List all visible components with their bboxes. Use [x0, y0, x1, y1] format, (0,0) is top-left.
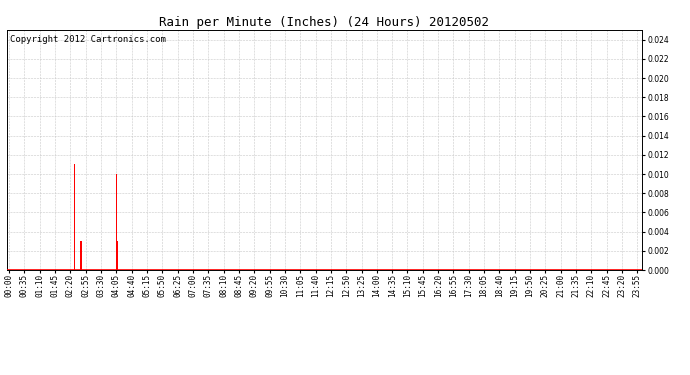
Text: Copyright 2012 Cartronics.com: Copyright 2012 Cartronics.com [10, 35, 166, 44]
Title: Rain per Minute (Inches) (24 Hours) 20120502: Rain per Minute (Inches) (24 Hours) 2012… [159, 16, 489, 29]
